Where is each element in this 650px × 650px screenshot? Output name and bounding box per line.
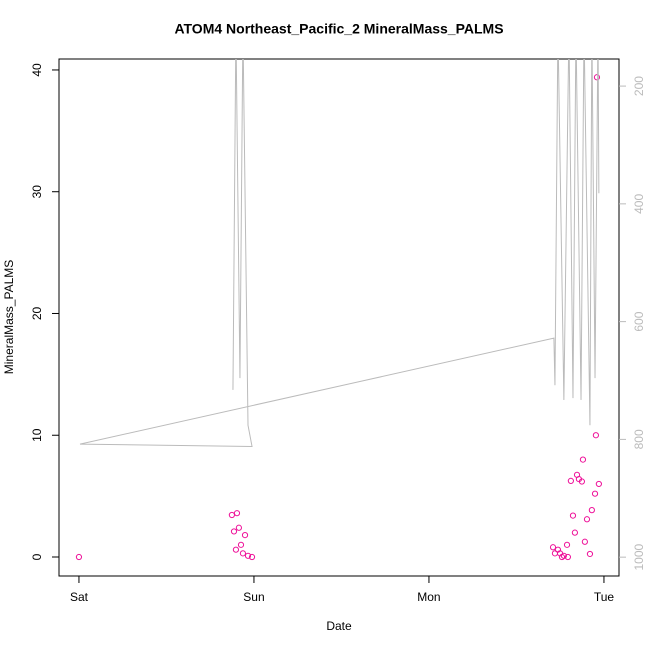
point (581, 538, 588, 545)
plot-area (75, 59, 602, 561)
point (228, 511, 235, 519)
point (241, 531, 249, 539)
point (583, 516, 591, 523)
point (239, 550, 247, 557)
point (235, 524, 242, 531)
point (579, 456, 587, 463)
point (232, 546, 240, 553)
point (586, 550, 594, 558)
x-axis-label: Date (326, 619, 352, 633)
point (595, 480, 602, 488)
plot-frame (58, 58, 620, 577)
point (560, 552, 567, 559)
point (233, 510, 241, 517)
point (578, 478, 586, 485)
point (248, 553, 256, 561)
y-axis-label: MineralMass_PALMS (2, 260, 16, 374)
y-tick-label: 0 (30, 553, 44, 560)
y-tick-label: 30 (30, 185, 44, 199)
x-tick-label: Sun (243, 590, 264, 604)
point (563, 541, 571, 548)
point (564, 553, 572, 561)
y2-tick-label: 400 (632, 194, 646, 214)
y2-tick-label: 1000 (632, 543, 646, 570)
point (230, 528, 238, 535)
y2-tick-label: 800 (632, 429, 646, 449)
line (79, 59, 600, 447)
point (567, 477, 574, 485)
y-tick-label: 20 (30, 306, 44, 320)
y2-tick-label: 600 (632, 311, 646, 331)
y2-tick-label: 200 (632, 76, 646, 96)
point (571, 529, 579, 536)
x-tick-label: Tue (594, 590, 615, 604)
x-tick-label: Mon (417, 590, 440, 604)
point (569, 512, 577, 519)
y-tick-label: 40 (30, 63, 44, 77)
y-tick-label: 10 (30, 428, 44, 442)
point (237, 541, 245, 548)
point (244, 552, 252, 559)
point (549, 544, 557, 551)
chart-title: ATOM4 Northeast_Pacific_2 MineralMass_PA… (174, 21, 503, 37)
point (592, 432, 600, 439)
point (75, 553, 83, 561)
point (591, 490, 599, 497)
point (588, 507, 595, 514)
x-tick-label: Sat (70, 590, 89, 604)
point (593, 74, 601, 81)
